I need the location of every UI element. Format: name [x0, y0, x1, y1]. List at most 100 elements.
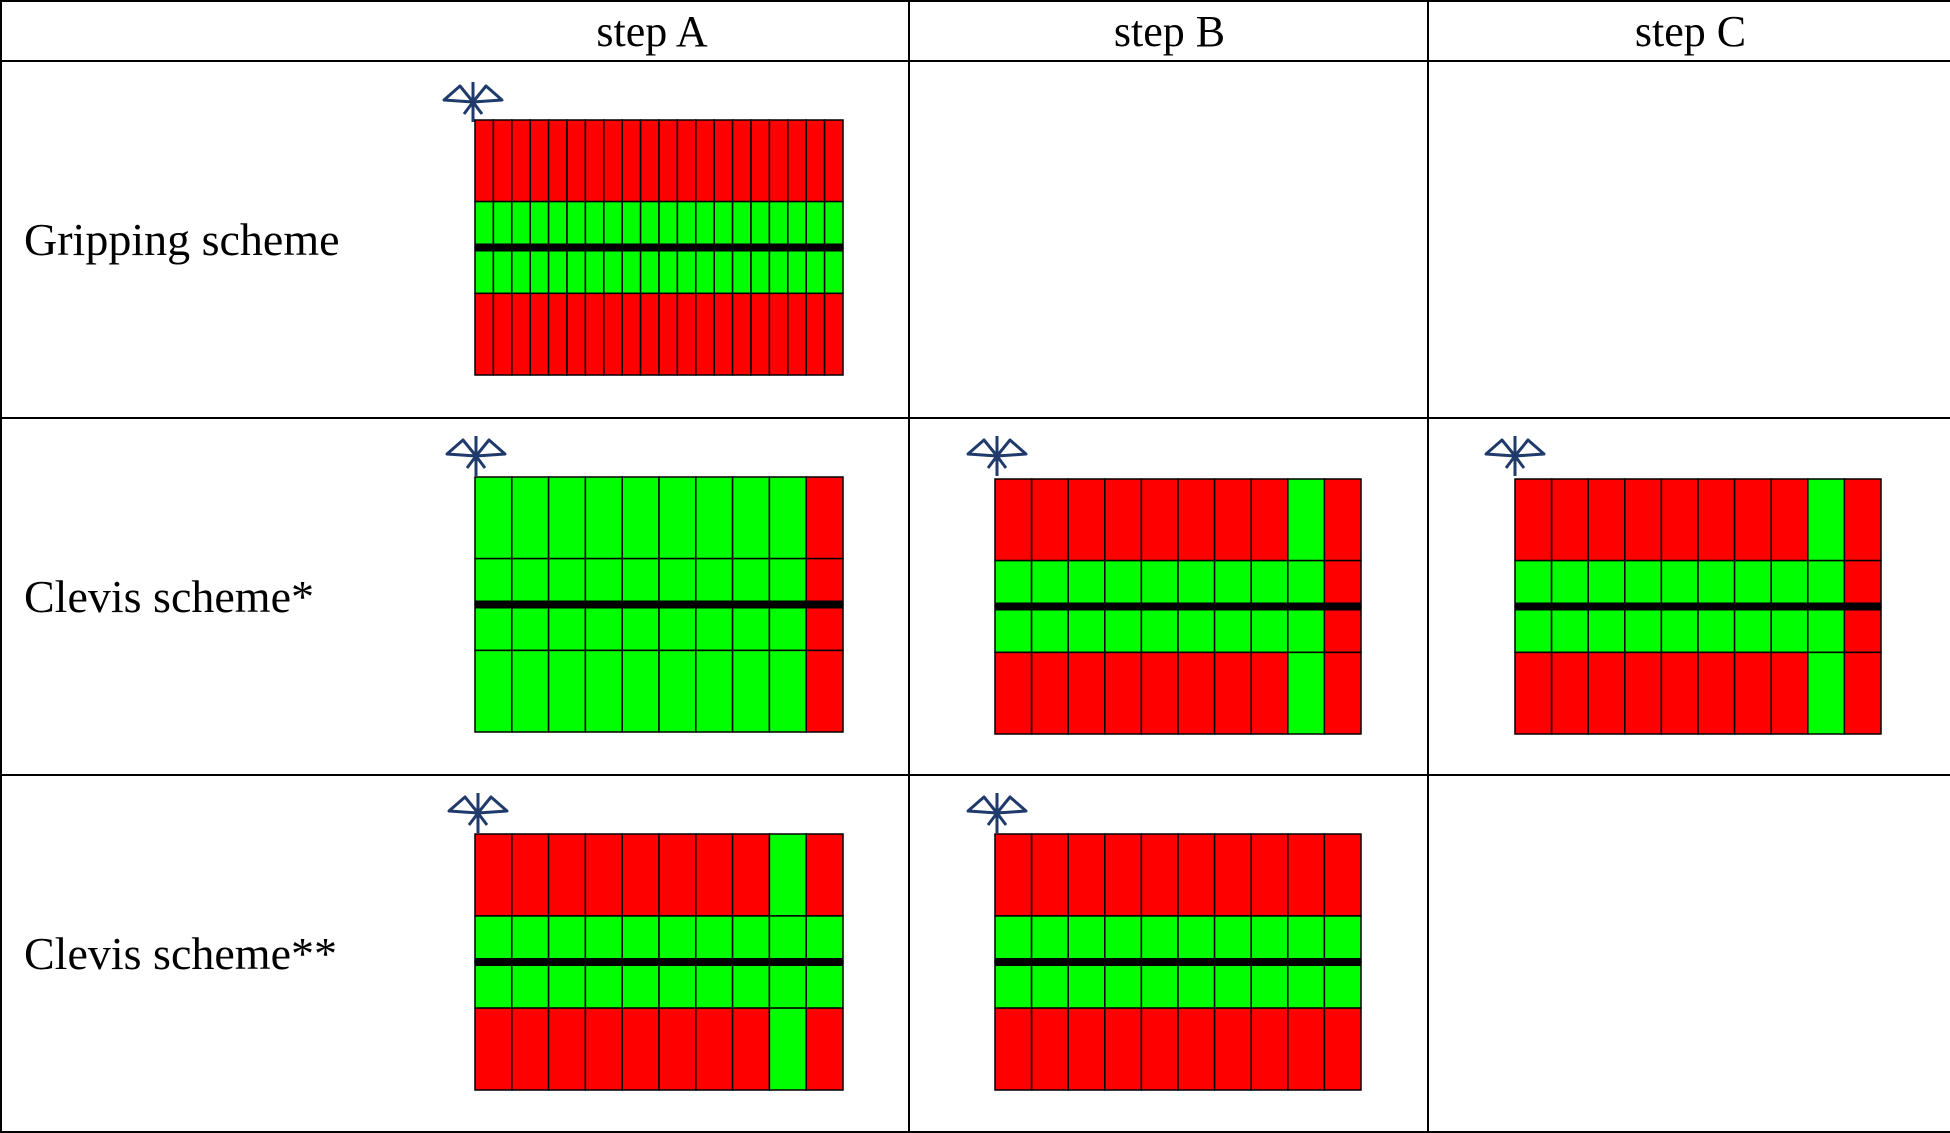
- mesh-element: [621, 292, 642, 376]
- mesh-element: [1550, 605, 1589, 654]
- mesh-element: [1323, 1007, 1362, 1091]
- mesh-element: [1807, 478, 1846, 562]
- mesh-element: [547, 961, 587, 1009]
- mesh-element: [1104, 559, 1143, 608]
- mesh-element: [584, 292, 605, 376]
- mesh-element: [768, 961, 807, 1009]
- mesh-element: [603, 119, 623, 203]
- mesh-element: [1140, 915, 1179, 963]
- mesh-element: [1213, 651, 1252, 735]
- mesh-element: [547, 915, 587, 963]
- mesh-element: [1104, 915, 1143, 963]
- cell-clevis1-step-b: [908, 417, 1429, 776]
- mesh-element: [1843, 478, 1882, 562]
- cell-clevis1-step-c: [1427, 417, 1950, 776]
- mesh-element: [658, 557, 697, 606]
- mesh-element: [731, 476, 771, 560]
- mesh-element: [1213, 915, 1252, 963]
- mesh-element: [1250, 915, 1289, 963]
- mesh-element: [695, 246, 715, 295]
- mesh-element: [1770, 651, 1809, 735]
- mesh-element: [658, 649, 697, 733]
- mesh-element: [621, 915, 660, 963]
- mesh-element: [1177, 478, 1216, 562]
- mesh-element: [1104, 1007, 1143, 1091]
- mesh-element: [768, 476, 807, 560]
- mesh-element: [1250, 1007, 1289, 1091]
- mesh-element: [787, 246, 807, 295]
- mesh-element: [621, 603, 660, 652]
- mesh-element: [1660, 605, 1699, 654]
- mesh-element: [658, 833, 697, 917]
- mesh-element: [1807, 651, 1846, 735]
- mesh-element: [731, 246, 752, 295]
- header-cell-step-a: step A: [0, 0, 910, 62]
- mesh-element: [1323, 559, 1362, 608]
- center-line: [475, 600, 843, 609]
- mesh-pattern-clevis2-step-a: [474, 833, 844, 1091]
- mesh-element: [1104, 651, 1143, 735]
- cell-gripping-step-c: [1427, 60, 1950, 419]
- mesh-element: [676, 200, 697, 249]
- header-step-c: step C: [1634, 7, 1747, 56]
- mesh-element: [731, 961, 771, 1009]
- mesh-element: [621, 1007, 660, 1091]
- mesh-element: [1287, 961, 1326, 1009]
- mesh-element: [511, 292, 531, 376]
- mesh-element: [823, 200, 844, 249]
- mesh-element: [1213, 833, 1252, 917]
- mesh-element: [474, 961, 513, 1009]
- mesh-element: [731, 1007, 771, 1091]
- mesh-element: [547, 557, 587, 606]
- mesh-element: [1030, 833, 1069, 917]
- center-line: [1515, 602, 1881, 611]
- row-clevis-scheme-2: Clevis scheme**: [0, 774, 1950, 1133]
- mesh-element: [1843, 559, 1882, 608]
- mesh-element: [805, 1007, 844, 1091]
- mesh-element: [1250, 961, 1289, 1009]
- mesh-element: [474, 476, 513, 560]
- row-label-clevis-scheme-2: Clevis scheme**: [24, 928, 337, 979]
- mesh-element: [1177, 1007, 1216, 1091]
- mesh-element: [768, 246, 789, 295]
- mesh-element: [1624, 651, 1663, 735]
- mesh-pattern-clevis1-step-a: [474, 476, 844, 733]
- mesh-element: [511, 246, 531, 295]
- clamp-symbol-icon: [440, 78, 506, 124]
- mesh-element: [823, 246, 844, 295]
- header-cell-step-c: step C: [1427, 0, 1950, 62]
- mesh-element: [1514, 559, 1553, 608]
- mesh-element: [547, 200, 568, 249]
- mesh-element: [492, 119, 513, 203]
- mesh-element: [695, 557, 734, 606]
- mesh-element: [1733, 559, 1772, 608]
- mesh-element: [474, 915, 513, 963]
- mesh-element: [1550, 651, 1589, 735]
- mesh-element: [750, 200, 771, 249]
- mesh-element: [1250, 833, 1289, 917]
- mesh-element: [1587, 559, 1626, 608]
- mesh-element: [584, 476, 623, 560]
- mesh-element: [1140, 833, 1179, 917]
- mesh-element: [1697, 651, 1736, 735]
- mesh-element: [1067, 478, 1106, 562]
- mesh-element: [639, 246, 660, 295]
- mesh-element: [731, 200, 752, 249]
- mesh-element: [731, 119, 752, 203]
- mesh-element: [1287, 915, 1326, 963]
- clamp-symbol-icon: [1482, 432, 1548, 478]
- mesh-element: [1287, 605, 1326, 654]
- mesh-element: [1140, 605, 1179, 654]
- mesh-element: [1807, 559, 1846, 608]
- mesh-element: [1177, 605, 1216, 654]
- center-line: [995, 958, 1361, 966]
- center-line: [995, 602, 1361, 611]
- cell-gripping-step-b: [908, 60, 1429, 419]
- mesh-element: [731, 915, 771, 963]
- mesh-element: [1067, 961, 1106, 1009]
- mesh-element: [1323, 961, 1362, 1009]
- row-label-clevis-scheme-1: Clevis scheme*: [24, 571, 314, 622]
- mesh-element: [1287, 1007, 1326, 1091]
- mesh-element: [1323, 833, 1362, 917]
- mesh-element: [603, 246, 623, 295]
